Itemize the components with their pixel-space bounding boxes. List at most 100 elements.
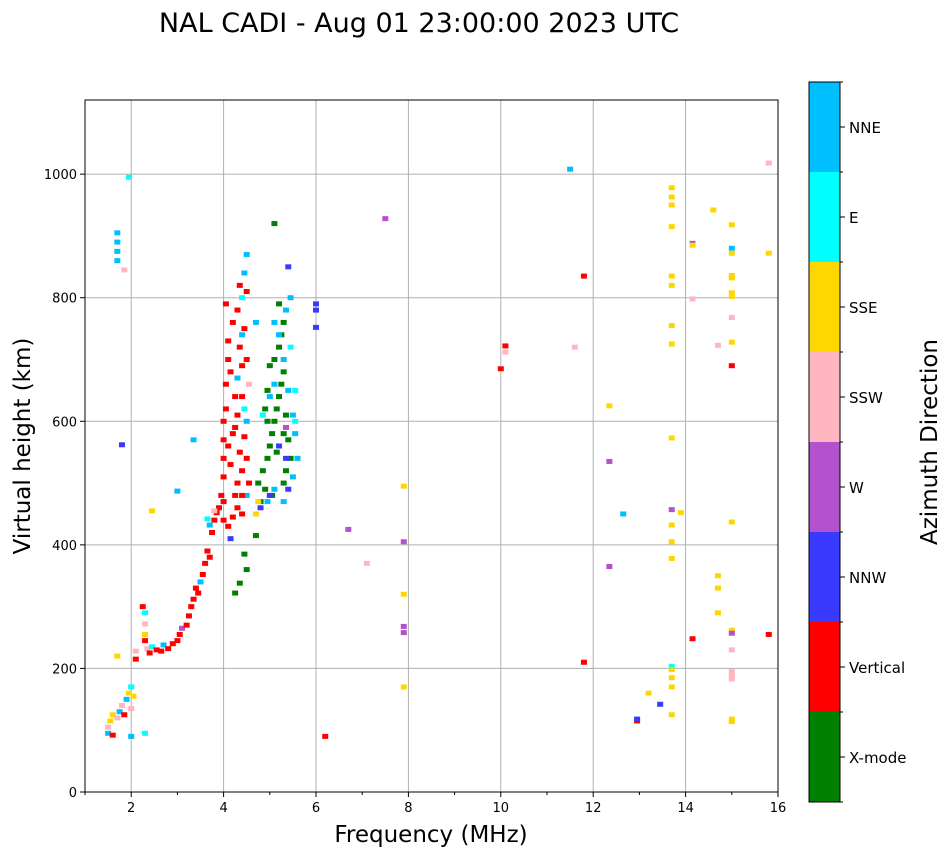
data-mark-vertical (234, 307, 241, 313)
data-mark-sse (668, 202, 675, 208)
colorbar-segment (809, 442, 840, 532)
data-mark-vertical (139, 604, 146, 610)
y-tick-label: 600 (52, 415, 77, 430)
data-mark-e (259, 412, 266, 418)
data-mark-sse (728, 222, 735, 228)
data-mark-sse (668, 224, 675, 230)
data-mark-e (292, 418, 299, 424)
data-mark-vertical (218, 492, 225, 498)
data-mark-vertical (165, 646, 172, 652)
data-mark-nnw (313, 324, 319, 330)
data-mark-vertical (146, 650, 153, 656)
data-mark-vertical (241, 434, 248, 440)
x-tick-label: 14 (677, 801, 694, 816)
data-mark-sse (109, 712, 116, 718)
data-mark-sse (142, 631, 149, 637)
data-mark-w (728, 630, 735, 636)
data-mark-sse (714, 585, 721, 591)
data-mark-nne (123, 696, 130, 702)
data-mark-vertical (232, 394, 239, 400)
x-tick-label: 16 (770, 801, 787, 816)
data-mark-vertical (234, 412, 241, 418)
data-mark-nne (197, 579, 204, 585)
data-mark-ssw (121, 267, 128, 273)
data-mark-vertical (227, 462, 234, 468)
data-mark-nne (271, 319, 278, 325)
data-mark-vertical (236, 449, 243, 455)
x-tick-label: 6 (312, 801, 320, 816)
data-mark-x-mode (280, 431, 287, 437)
data-mark-sse (677, 510, 684, 516)
data-mark-w (179, 625, 186, 631)
data-mark-x-mode (236, 580, 243, 586)
data-mark-ssw (363, 560, 370, 566)
data-mark-sse (714, 610, 721, 616)
data-mark-sse (668, 675, 675, 681)
colorbar-segment (809, 622, 840, 712)
data-mark-ssw (714, 342, 721, 348)
data-mark-nne (620, 511, 627, 517)
data-mark-e (668, 664, 675, 670)
x-tick-label: 4 (219, 801, 227, 816)
data-mark-vertical (195, 590, 202, 596)
data-mark-vertical (239, 468, 246, 474)
data-mark-vertical (176, 631, 183, 637)
data-mark-ssw (118, 703, 125, 708)
data-mark-nne (280, 499, 287, 505)
data-mark-ssw (128, 706, 135, 712)
data-mark-vertical (246, 480, 253, 486)
data-mark-nne (114, 258, 121, 264)
data-mark-vertical (220, 418, 227, 424)
data-mark-w (606, 563, 613, 569)
data-mark-nne (567, 166, 574, 172)
data-mark-nne (174, 488, 181, 494)
data-mark-vertical (502, 343, 509, 349)
data-mark-w (282, 424, 289, 430)
data-mark-sse (668, 323, 675, 329)
data-mark-x-mode (255, 480, 262, 486)
data-mark-vertical (236, 282, 243, 288)
data-mark-nnw (227, 536, 234, 542)
data-mark-sse (255, 499, 262, 505)
colorbar-tick-label: E (849, 209, 858, 227)
data-mark-w (400, 623, 407, 629)
data-mark-vertical (209, 530, 216, 535)
colorbar-tick-label: X-mode (849, 749, 906, 767)
data-mark-vertical (765, 631, 772, 637)
colorbar-tick-label: NNW (849, 569, 886, 587)
data-mark-x-mode (285, 437, 292, 443)
colorbar-frame (808, 81, 841, 803)
data-mark-vertical (689, 636, 696, 642)
data-mark-nne (128, 733, 135, 739)
data-mark-vertical (222, 381, 229, 387)
data-mark-x-mode (280, 319, 287, 325)
data-mark-x-mode (276, 301, 283, 307)
data-mark-x-mode (271, 221, 278, 227)
data-mark-x-mode (262, 406, 269, 412)
data-mark-vertical (232, 492, 239, 498)
data-mark-vertical (199, 572, 206, 578)
x-tick-label: 10 (493, 801, 510, 816)
data-mark-vertical (227, 369, 234, 375)
data-mark-sse (107, 718, 114, 724)
x-tick-label: 8 (404, 801, 412, 816)
data-mark-sse (130, 693, 137, 699)
colorbar-tick-label: NNE (849, 119, 881, 137)
data-mark-nnw (118, 442, 125, 448)
data-mark-sse (668, 341, 675, 347)
data-mark-e (125, 174, 132, 180)
data-mark-nne (234, 375, 241, 381)
data-mark-x-mode (266, 443, 273, 449)
data-mark-vertical (185, 613, 192, 619)
data-mark-sse (668, 684, 675, 690)
data-mark-e (148, 644, 155, 650)
data-mark-ssw (689, 296, 696, 302)
data-mark-sse (765, 250, 772, 256)
data-mark-ssw (728, 676, 735, 682)
data-mark-sse (400, 483, 407, 489)
data-mark-x-mode (252, 533, 259, 539)
data-mark-ssw (105, 724, 112, 730)
data-mark-vertical (188, 604, 195, 610)
data-mark-e (142, 610, 149, 616)
